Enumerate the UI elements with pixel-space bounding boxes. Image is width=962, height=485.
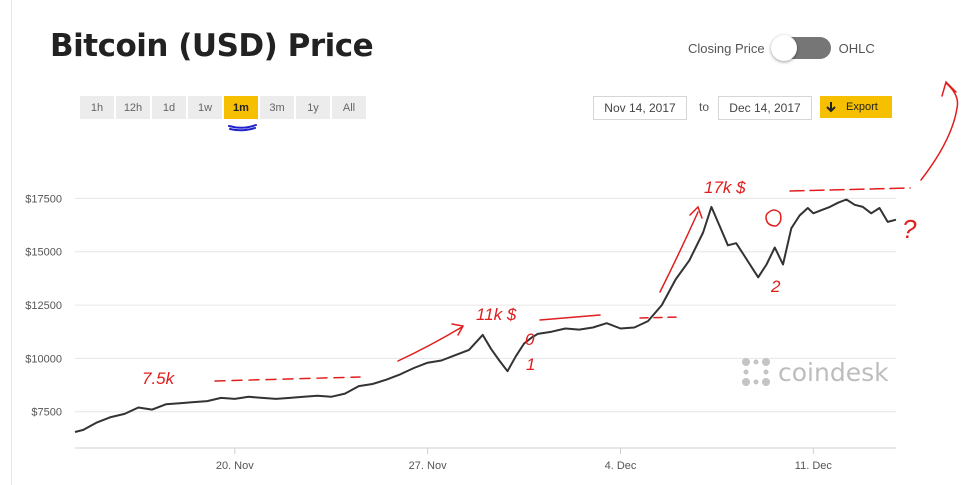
range-1m-button[interactable]: 1m [224, 96, 258, 119]
arrow-to-17k [659, 205, 703, 293]
grid-layer [75, 197, 896, 413]
closing-price-label: Closing Price [688, 40, 765, 56]
left-divider [11, 0, 12, 485]
arrow-to-11k [397, 323, 465, 362]
dashed-line-17k [789, 187, 911, 192]
y-tick-label: $15000 [25, 247, 62, 259]
curve-arrow-up [920, 80, 959, 181]
export-label: Export [846, 101, 878, 113]
price-mode-toggle[interactable] [770, 35, 831, 61]
annotation-label-2: 2 [770, 277, 781, 296]
ohlc-label: OHLC [838, 40, 875, 56]
export-button[interactable]: Export [820, 96, 892, 118]
annotation-question-mark: ? [902, 214, 917, 244]
toggle-knob [770, 35, 797, 61]
annotation-11k: 11k $ [476, 305, 517, 324]
dashed-line-7500 [214, 376, 361, 382]
y-tick-label: $17500 [25, 193, 62, 205]
end-date-field[interactable]: Dec 14, 2017 [718, 96, 812, 120]
annotation-layer [214, 80, 959, 382]
x-tick-label: 4. Dec [605, 460, 637, 472]
x-tick-label: 11. Dec [795, 460, 833, 472]
dashed-line-11k [539, 314, 601, 321]
coindesk-logo-icon [742, 358, 770, 386]
y-tick-label: $12500 [25, 300, 62, 312]
annotation-label-1: 1 [526, 355, 535, 374]
zero-circle [765, 209, 782, 227]
range-1y-button[interactable]: 1y [296, 96, 330, 119]
blue-underline-mark [228, 124, 257, 132]
download-arrow-icon [826, 101, 836, 112]
y-axis-ticks: $7500 $10000 $12500 $15000 $17500 [25, 193, 62, 418]
watermark-text: coindesk [778, 357, 889, 387]
y-tick-label: $10000 [25, 353, 62, 365]
y-tick-label: $7500 [31, 407, 62, 419]
page-title: Bitcoin (USD) Price [50, 28, 374, 64]
dashed-line-11k-right [639, 316, 681, 319]
range-3m-button[interactable]: 3m [260, 96, 294, 119]
x-tick-label: 20. Nov [216, 460, 254, 472]
range-1h-button[interactable]: 1h [80, 96, 114, 119]
annotation-label-0: 0 [525, 330, 535, 349]
annotation-7500: 7.5k [142, 369, 176, 388]
coindesk-watermark: coindesk [740, 356, 889, 388]
x-tick-label: 27. Nov [409, 460, 447, 472]
range-selector: 1h 12h 1d 1w 1m 3m 1y All [80, 96, 366, 119]
price-mode-toggle-group: Closing Price OHLC [688, 35, 875, 61]
price-series-line [74, 198, 897, 433]
range-1d-button[interactable]: 1d [152, 96, 186, 119]
date-to-label: to [699, 100, 710, 114]
x-axis-ticks: 20. Nov 27. Nov 4. Dec 11. Dec [216, 448, 833, 472]
range-1w-button[interactable]: 1w [188, 96, 222, 119]
start-date-field[interactable]: Nov 14, 2017 [593, 96, 687, 120]
range-12h-button[interactable]: 12h [116, 96, 150, 119]
range-all-button[interactable]: All [332, 96, 366, 119]
annotation-17k: 17k $ [704, 178, 746, 197]
